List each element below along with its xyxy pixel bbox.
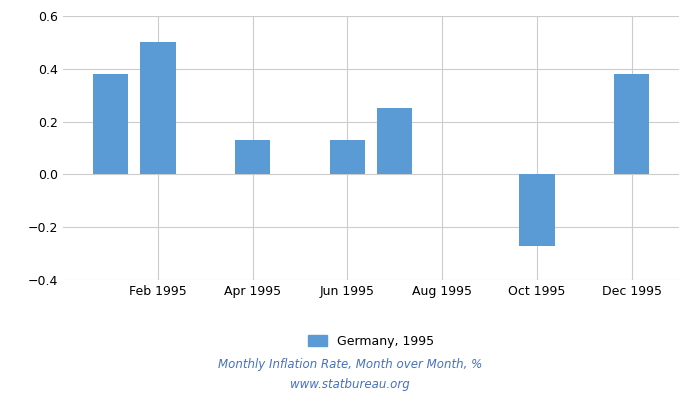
Legend: Germany, 1995: Germany, 1995 xyxy=(303,330,439,353)
Bar xyxy=(614,74,650,174)
Bar xyxy=(140,42,176,174)
Bar xyxy=(519,174,554,246)
Bar xyxy=(92,74,128,174)
Text: www.statbureau.org: www.statbureau.org xyxy=(290,378,410,391)
Bar xyxy=(330,140,365,174)
Bar xyxy=(234,140,270,174)
Bar xyxy=(377,108,412,174)
Text: Monthly Inflation Rate, Month over Month, %: Monthly Inflation Rate, Month over Month… xyxy=(218,358,482,371)
